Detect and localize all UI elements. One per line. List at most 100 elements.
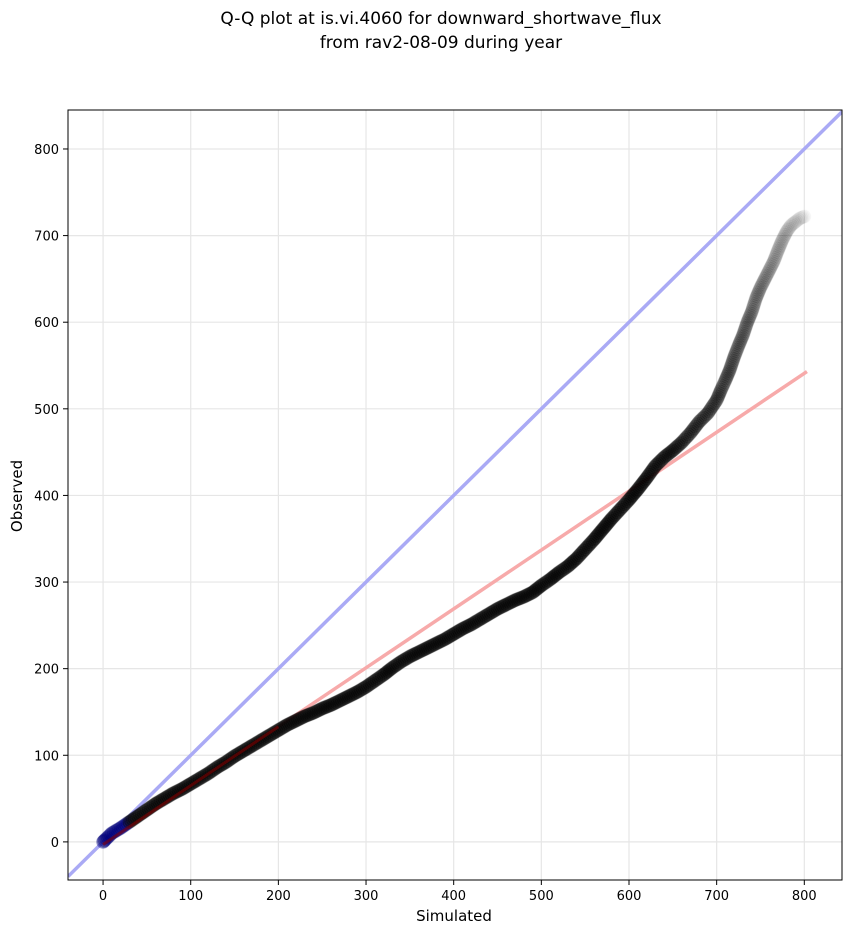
qq-point (558, 560, 573, 575)
qq-point (481, 607, 496, 622)
qq-point (444, 628, 459, 643)
qq-point (753, 280, 768, 295)
qq-point (563, 556, 578, 571)
qq-point (566, 554, 581, 569)
qq-point (478, 609, 493, 624)
qq-point (304, 706, 319, 721)
qq-point (376, 667, 391, 682)
qq-point (655, 451, 670, 466)
qq-point (479, 608, 494, 623)
qq-point (508, 593, 523, 608)
qq-point (320, 699, 335, 714)
qq-point (767, 252, 782, 267)
qq-point (420, 640, 435, 655)
qq-point (724, 357, 739, 372)
qq-point (635, 475, 650, 490)
qq-point (775, 232, 790, 247)
qq-point (366, 675, 381, 689)
qq-point (578, 542, 593, 557)
qq-point (699, 407, 714, 422)
qq-point (765, 256, 780, 271)
qq-point (681, 427, 696, 442)
qq-point (476, 610, 491, 625)
qq-point (749, 289, 764, 304)
qq-point (730, 342, 745, 357)
qq-point (743, 306, 758, 321)
qq-point (551, 565, 566, 580)
qq-point (423, 639, 438, 654)
qq-point (600, 516, 615, 531)
qq-point (708, 394, 723, 409)
qq-point (295, 710, 310, 725)
qq-point (557, 561, 572, 576)
qq-point (546, 570, 561, 585)
qq-point (394, 654, 409, 669)
qq-point (448, 625, 463, 640)
qq-point (352, 684, 367, 699)
qq-point (628, 485, 643, 500)
qq-point (786, 217, 800, 231)
qq-point (492, 601, 507, 616)
qq-point (763, 259, 778, 274)
qq-point (703, 402, 718, 417)
qq-point (467, 615, 482, 630)
qq-point (509, 592, 524, 607)
qq-point (534, 578, 549, 593)
qq-point (550, 566, 565, 581)
qq-point (390, 657, 405, 672)
qq-point (531, 580, 546, 595)
qq-point (665, 443, 680, 458)
qq-point (603, 513, 618, 528)
qq-point (722, 362, 737, 377)
qq-point (614, 500, 629, 515)
qq-point (685, 422, 700, 437)
qq-point (562, 558, 577, 573)
qq-point (745, 300, 760, 315)
qq-point (409, 646, 424, 661)
qq-point (593, 525, 608, 540)
qq-point (528, 583, 543, 598)
qq-point (723, 360, 738, 375)
qq-point (798, 210, 811, 223)
qq-point (523, 586, 538, 601)
qq-point (339, 690, 354, 705)
qq-point (547, 568, 562, 583)
qq-point (402, 649, 417, 664)
qq-point (772, 239, 787, 254)
qq-point (525, 585, 540, 600)
qq-point (441, 630, 456, 645)
qq-point (690, 416, 705, 431)
qq-point (781, 223, 795, 237)
qq-point (406, 647, 421, 662)
qq-point (613, 502, 628, 517)
qq-point (643, 465, 658, 480)
qq-point (773, 236, 788, 251)
qq-point (748, 292, 763, 307)
qq-point (771, 243, 786, 258)
qq-point (348, 685, 363, 700)
qq-point (740, 315, 755, 330)
qq-point (729, 344, 744, 359)
qq-point (728, 346, 743, 361)
y-tick-label: 300 (34, 576, 59, 591)
qq-point (773, 238, 788, 253)
qq-point (357, 680, 372, 695)
qq-point (385, 660, 400, 675)
qq-point (700, 406, 715, 421)
qq-point (611, 503, 626, 518)
qq-point (582, 537, 597, 552)
qq-point (741, 311, 756, 326)
qq-point (464, 617, 479, 632)
qq-point (639, 471, 654, 486)
qq-point (404, 648, 419, 663)
qq-point (735, 328, 750, 343)
qq-point (778, 227, 793, 242)
qq-point (687, 421, 702, 436)
qq-point (350, 685, 365, 700)
y-tick-label: 400 (34, 489, 59, 504)
qq-point (620, 494, 635, 509)
qq-point (762, 263, 777, 278)
qq-point (336, 691, 351, 706)
x-axis-label: Simulated (416, 907, 492, 925)
qq-point (429, 636, 444, 651)
